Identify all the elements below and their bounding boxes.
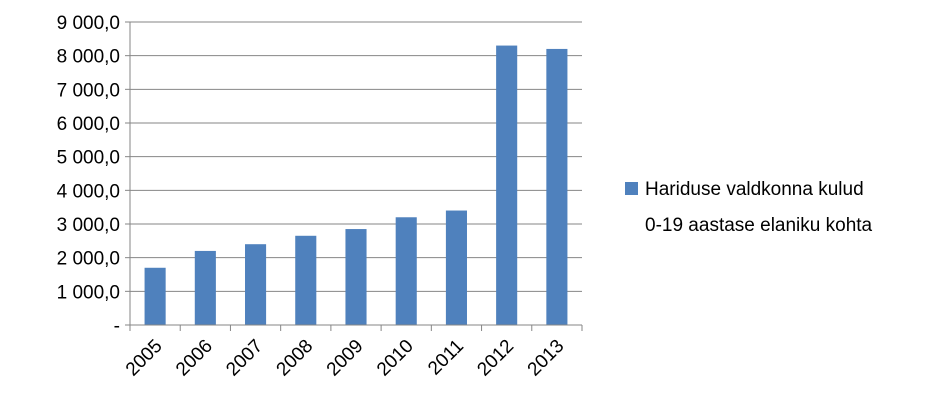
legend-label-line-1: Hariduse valdkonna kulud [645, 179, 864, 200]
x-tick-label: 2005 [122, 336, 167, 381]
x-tick-label: 2009 [323, 336, 368, 381]
legend-label-line-2: 0-19 aastase elaniku kohta [645, 215, 873, 236]
y-tick-label: 8 000,0 [57, 47, 120, 68]
bar-2007 [245, 244, 267, 325]
bar-2006 [194, 250, 216, 325]
bar-2010 [395, 217, 417, 325]
y-tick-label: 5 000,0 [57, 148, 120, 169]
axes [125, 21, 583, 331]
y-tick-label: 6 000,0 [57, 114, 120, 135]
y-tick-label: 4 000,0 [57, 181, 120, 202]
x-tick-label: 2011 [424, 336, 468, 380]
bar-2008 [295, 235, 317, 325]
bar-2005 [144, 267, 166, 325]
y-tick-label: 2 000,0 [57, 249, 120, 270]
y-tick-label: - [114, 316, 120, 337]
x-tick-label: 2010 [373, 336, 418, 381]
bars [144, 45, 568, 326]
y-tick-label: 9 000,0 [57, 13, 120, 34]
y-tick-label: 7 000,0 [57, 80, 120, 101]
legend: Hariduse valdkonna kulud 0-19 aastase el… [625, 179, 873, 236]
y-tick-label: 1 000,0 [57, 282, 120, 303]
x-tick-label: 2006 [172, 336, 217, 381]
bar-2012 [496, 45, 518, 326]
bar-2013 [546, 48, 568, 325]
y-tick-label: 3 000,0 [57, 215, 120, 236]
x-tick-label: 2012 [473, 336, 518, 381]
x-axis-tick-labels: 2005 2006 2007 2008 2009 2010 2011 2012 2013 [122, 336, 569, 381]
legend-swatch [625, 182, 638, 195]
x-tick-label: 2013 [524, 336, 569, 381]
x-tick-label: 2008 [273, 336, 318, 381]
x-tick-label: 2007 [222, 336, 267, 381]
bar-2011 [445, 210, 467, 325]
bar-2009 [345, 229, 367, 325]
y-axis-tick-labels: - 1 000,0 2 000,0 3 000,0 4 000,0 5 000,0 6 00… [57, 13, 120, 337]
